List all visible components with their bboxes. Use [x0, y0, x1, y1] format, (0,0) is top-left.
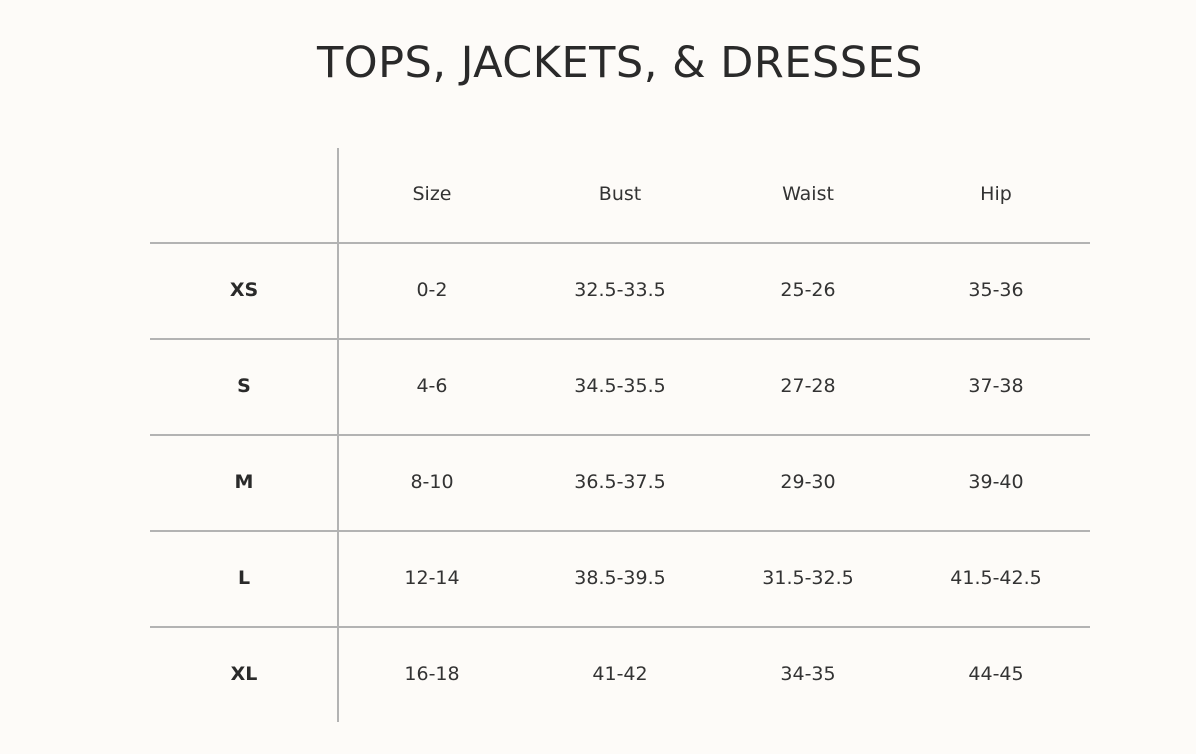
- row-divider: [150, 242, 1090, 244]
- table-cell-size: 8-10: [410, 471, 454, 493]
- row-divider: [150, 626, 1090, 628]
- table-cell-bust: 34.5-35.5: [574, 375, 666, 397]
- table-cell-size: 12-14: [404, 567, 460, 589]
- table-cell-waist: 25-26: [780, 279, 836, 301]
- column-header-bust: Bust: [598, 183, 642, 205]
- row-label: XL: [230, 663, 258, 685]
- table-cell-hip: 44-45: [968, 663, 1024, 685]
- column-header-size: Size: [412, 183, 452, 205]
- table-cell-waist: 31.5-32.5: [762, 567, 854, 589]
- row-label: M: [234, 471, 254, 493]
- table-cell-hip: 39-40: [968, 471, 1024, 493]
- row-divider: [150, 338, 1090, 340]
- table-cell-size: 0-2: [416, 279, 448, 301]
- table-cell-bust: 38.5-39.5: [574, 567, 666, 589]
- table-cell-bust: 41-42: [592, 663, 648, 685]
- table-cell-hip: 37-38: [968, 375, 1024, 397]
- row-label: XS: [229, 279, 259, 301]
- column-header-waist: Waist: [782, 183, 834, 205]
- table-cell-size: 16-18: [404, 663, 460, 685]
- row-divider: [150, 434, 1090, 436]
- table-cell-waist: 29-30: [780, 471, 836, 493]
- table-cell-waist: 27-28: [780, 375, 836, 397]
- table-cell-size: 4-6: [416, 375, 448, 397]
- table-cell-hip: 41.5-42.5: [950, 567, 1042, 589]
- page-title: TOPS, JACKETS, & DRESSES: [317, 38, 923, 88]
- table-cell-hip: 35-36: [968, 279, 1024, 301]
- row-label: S: [237, 375, 251, 397]
- row-label: L: [237, 567, 251, 589]
- table-cell-waist: 34-35: [780, 663, 836, 685]
- table-cell-bust: 32.5-33.5: [574, 279, 666, 301]
- column-header-hip: Hip: [980, 183, 1012, 205]
- row-divider: [150, 530, 1090, 532]
- table-cell-bust: 36.5-37.5: [574, 471, 666, 493]
